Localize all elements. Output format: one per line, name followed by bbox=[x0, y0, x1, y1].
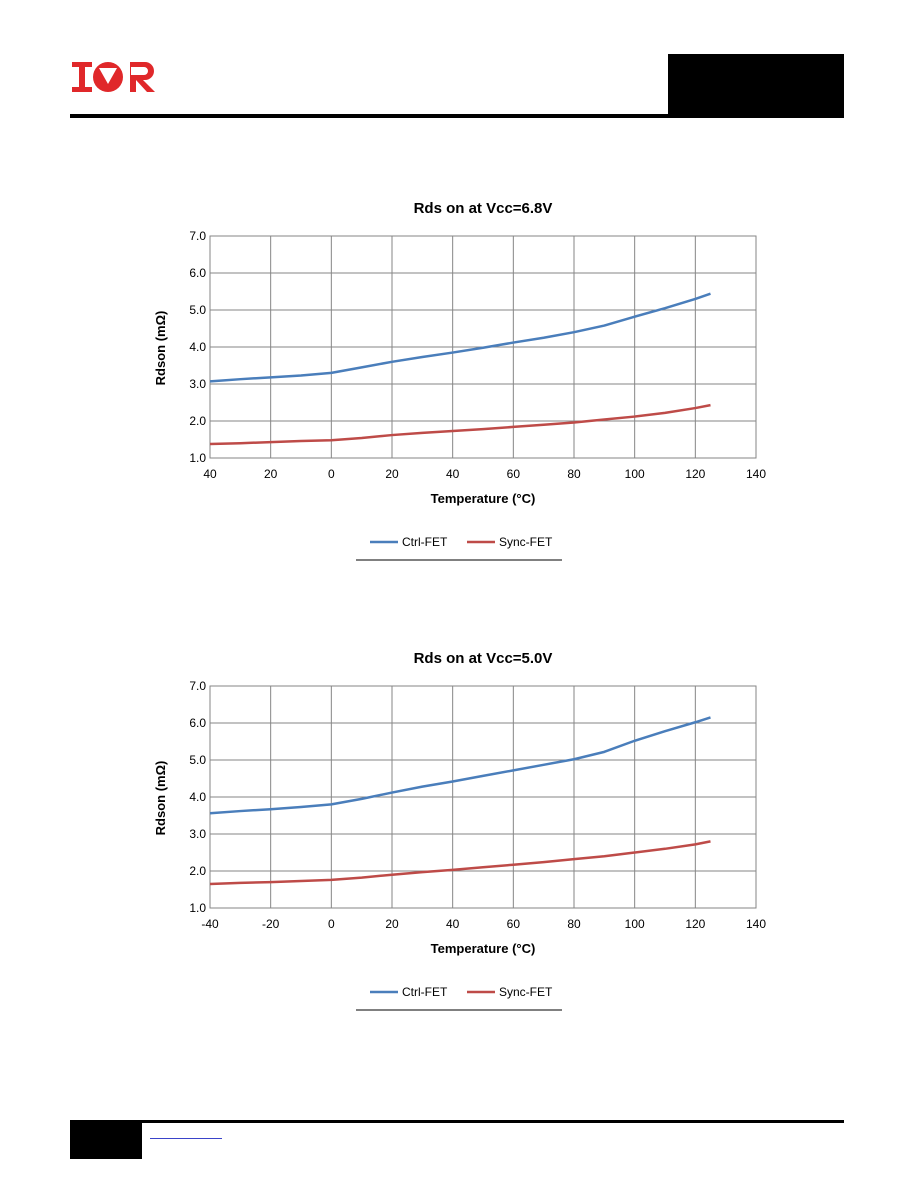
legend-label: Sync-FET bbox=[499, 985, 553, 999]
x-tick-label: 100 bbox=[625, 917, 645, 931]
y-tick-label: 4.0 bbox=[189, 340, 206, 354]
y-tick-label: 3.0 bbox=[189, 827, 206, 841]
chart-svg: Rds on at Vcc=5.0V 1.0 2.0 3.0 4.0 5.0 6.0 7.0… bbox=[153, 650, 766, 1011]
ior-logo bbox=[72, 62, 155, 92]
chart-svg: Rds on at Vcc=6.8V 1.0 2.0 3.0 4.0 5.0 6.0 7.0… bbox=[153, 200, 766, 561]
legend: Ctrl-FET Sync-FET bbox=[356, 535, 562, 561]
y-axis-label: Rdson (mΩ) bbox=[153, 311, 168, 386]
x-axis-label: Temperature (°C) bbox=[431, 491, 536, 506]
y-tick-label: 7.0 bbox=[189, 229, 206, 243]
x-tick-label: 140 bbox=[746, 467, 766, 481]
x-axis-label: Temperature (°C) bbox=[431, 941, 536, 956]
y-tick-label: 6.0 bbox=[189, 266, 206, 280]
x-tick-label: 80 bbox=[567, 917, 581, 931]
y-tick-label: 5.0 bbox=[189, 303, 206, 317]
y-tick-label: 2.0 bbox=[189, 414, 206, 428]
footer-link-underline[interactable] bbox=[150, 1138, 222, 1139]
chart-title: Rds on at Vcc=6.8V bbox=[414, 200, 553, 217]
x-tick-label: 20 bbox=[385, 467, 399, 481]
x-tick-label: 0 bbox=[328, 917, 335, 931]
y-tick-label: 4.0 bbox=[189, 790, 206, 804]
y-tick-label: 6.0 bbox=[189, 716, 206, 730]
chart-rds-on-5v0: Rds on at Vcc=5.0V 1.0 2.0 3.0 4.0 5.0 6.0 7.0… bbox=[140, 636, 780, 1016]
x-tick-label: 120 bbox=[685, 917, 705, 931]
legend-label: Sync-FET bbox=[499, 535, 553, 549]
series-line-sync-fet bbox=[209, 840, 711, 886]
x-tick-label: 140 bbox=[746, 917, 766, 931]
y-tick-label: 1.0 bbox=[189, 451, 206, 465]
footer-black-block bbox=[70, 1123, 142, 1159]
x-tick-label: -20 bbox=[262, 917, 280, 931]
x-tick-label: 120 bbox=[685, 467, 705, 481]
header-black-block bbox=[668, 54, 844, 117]
x-tick-label: 60 bbox=[507, 917, 521, 931]
x-tick-label: 0 bbox=[328, 467, 335, 481]
x-tick-label: 60 bbox=[507, 467, 521, 481]
series-line-sync-fet bbox=[209, 403, 711, 446]
y-axis-label: Rdson (mΩ) bbox=[153, 761, 168, 836]
chart-title: Rds on at Vcc=5.0V bbox=[414, 650, 553, 667]
x-tick-label: 100 bbox=[625, 467, 645, 481]
series-line-ctrl-fet bbox=[209, 716, 711, 815]
y-tick-label: 2.0 bbox=[189, 864, 206, 878]
x-tick-label: 40 bbox=[446, 917, 460, 931]
chart-rds-on-6v8: Rds on at Vcc=6.8V 1.0 2.0 3.0 4.0 5.0 6.0 7.0… bbox=[140, 186, 780, 566]
footer-rule bbox=[70, 1120, 844, 1123]
y-tick-label: 7.0 bbox=[189, 679, 206, 693]
x-tick-label: 40 bbox=[446, 467, 460, 481]
x-tick-label: 40 bbox=[203, 467, 217, 481]
x-tick-label: -40 bbox=[201, 917, 219, 931]
x-tick-label: 20 bbox=[385, 917, 399, 931]
y-tick-label: 3.0 bbox=[189, 377, 206, 391]
x-tick-label: 20 bbox=[264, 467, 278, 481]
y-tick-label: 1.0 bbox=[189, 901, 206, 915]
x-tick-label: 80 bbox=[567, 467, 581, 481]
y-tick-label: 5.0 bbox=[189, 753, 206, 767]
header-rule bbox=[70, 114, 844, 118]
series-line-ctrl-fet bbox=[209, 292, 711, 383]
legend-label: Ctrl-FET bbox=[402, 985, 448, 999]
legend-label: Ctrl-FET bbox=[402, 535, 448, 549]
legend: Ctrl-FET Sync-FET bbox=[356, 985, 562, 1011]
